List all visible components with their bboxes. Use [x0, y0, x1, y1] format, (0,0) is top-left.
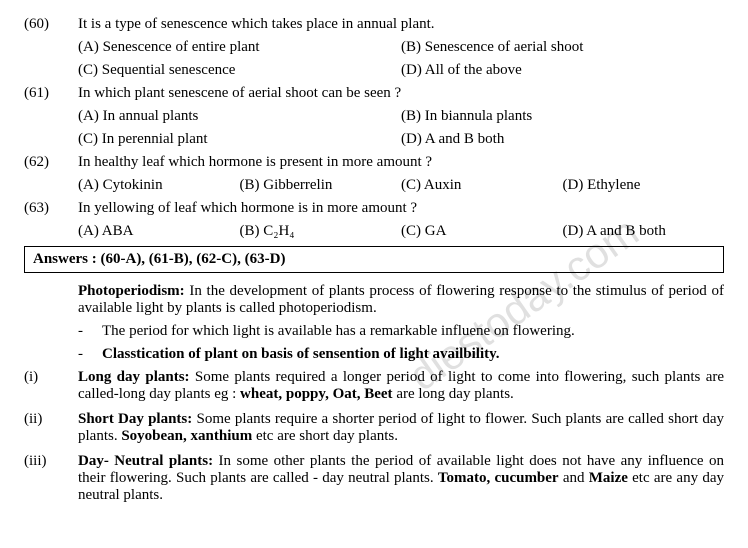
- photo-bullet-1: - The period for which light is availabl…: [78, 323, 724, 340]
- sub-i-num: (i): [24, 369, 78, 403]
- sub-ii: (ii) Short Day plants: Some plants requi…: [24, 411, 724, 445]
- sub-i-heading: Long day plants:: [78, 369, 190, 385]
- sub-iii-b1: Tomato, cucumber: [438, 470, 559, 486]
- q62-opt-c: (C) Auxin: [401, 177, 563, 194]
- q60-opt-a: (A) Senescence of entire plant: [78, 39, 401, 56]
- photo-bullet-2-text: Classtication of plant on basis of sense…: [102, 346, 500, 363]
- photo-bullet-2: - Classtication of plant on basis of sen…: [78, 346, 724, 363]
- q60-options-row1: (A) Senescence of entire plant (B) Senes…: [78, 39, 724, 56]
- q62-options: (A) Cytokinin (B) Gibberrelin (C) Auxin …: [78, 177, 724, 194]
- sub-i-t2: are long day plants.: [393, 386, 514, 402]
- q63-text: In yellowing of leaf which hormone is in…: [78, 200, 724, 217]
- q63-num: (63): [24, 200, 78, 217]
- q63-opt-d: (D) A and B both: [563, 223, 725, 240]
- sub-ii-heading: Short Day plants:: [78, 411, 192, 427]
- q63-opt-a: (A) ABA: [78, 223, 240, 240]
- q63-opt-b: (B) C₂H₄: [240, 223, 402, 240]
- q62-opt-d: (D) Ethylene: [563, 177, 725, 194]
- sub-ii-num: (ii): [24, 411, 78, 445]
- question-63: (63) In yellowing of leaf which hormone …: [24, 200, 724, 217]
- q62-text: In healthy leaf which hormone is present…: [78, 154, 724, 171]
- question-60: (60) It is a type of senescence which ta…: [24, 16, 724, 33]
- sub-ii-t2: etc are short day plants.: [252, 428, 398, 444]
- sub-iii: (iii) Day- Neutral plants: In some other…: [24, 453, 724, 504]
- question-61: (61) In which plant senescene of aerial …: [24, 85, 724, 102]
- q62-opt-a: (A) Cytokinin: [78, 177, 240, 194]
- sub-iii-text: Day- Neutral plants: In some other plant…: [78, 453, 724, 504]
- q63-opt-c: (C) GA: [401, 223, 563, 240]
- sub-i-b1: wheat, poppy, Oat, Beet: [240, 386, 393, 402]
- sub-iii-t2: and: [559, 470, 589, 486]
- sub-ii-text: Short Day plants: Some plants require a …: [78, 411, 724, 445]
- q60-opt-d: (D) All of the above: [401, 62, 724, 79]
- photoperiodism-paragraph: Photoperiodism: In the development of pl…: [78, 283, 724, 317]
- sub-i: (i) Long day plants: Some plants require…: [24, 369, 724, 403]
- q61-opt-c: (C) In perennial plant: [78, 131, 401, 148]
- q60-opt-b: (B) Senescence of aerial shoot: [401, 39, 724, 56]
- sub-iii-heading: Day- Neutral plants:: [78, 453, 213, 469]
- answers-box: Answers : (60-A), (61-B), (62-C), (63-D): [24, 246, 724, 273]
- photo-bullet-1-text: The period for which light is available …: [102, 323, 575, 340]
- q63-options: (A) ABA (B) C₂H₄ (C) GA (D) A and B both: [78, 223, 724, 240]
- q61-text: In which plant senescene of aerial shoot…: [78, 85, 724, 102]
- q61-opt-a: (A) In annual plants: [78, 108, 401, 125]
- q61-opt-d: (D) A and B both: [401, 131, 724, 148]
- sub-iii-num: (iii): [24, 453, 78, 504]
- q60-opt-c: (C) Sequential senescence: [78, 62, 401, 79]
- sub-i-text: Long day plants: Some plants required a …: [78, 369, 724, 403]
- dash-icon: -: [78, 323, 102, 340]
- q60-options-row2: (C) Sequential senescence (D) All of the…: [78, 62, 724, 79]
- photoperiodism-heading: Photoperiodism:: [78, 283, 185, 299]
- q61-num: (61): [24, 85, 78, 102]
- dash-icon: -: [78, 346, 102, 363]
- q62-num: (62): [24, 154, 78, 171]
- q60-text: It is a type of senescence which takes p…: [78, 16, 724, 33]
- q61-options-row1: (A) In annual plants (B) In biannula pla…: [78, 108, 724, 125]
- sub-ii-b1: Soyobean, xanthium: [121, 428, 252, 444]
- q61-options-row2: (C) In perennial plant (D) A and B both: [78, 131, 724, 148]
- q61-opt-b: (B) In biannula plants: [401, 108, 724, 125]
- sub-iii-b2: Maize: [589, 470, 628, 486]
- q60-num: (60): [24, 16, 78, 33]
- question-62: (62) In healthy leaf which hormone is pr…: [24, 154, 724, 171]
- q62-opt-b: (B) Gibberrelin: [240, 177, 402, 194]
